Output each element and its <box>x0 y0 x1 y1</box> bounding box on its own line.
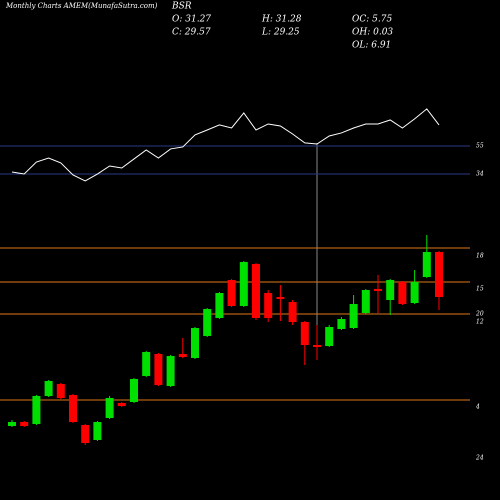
candle-body <box>276 297 285 299</box>
ohlc-text: C: 29.57 <box>172 28 211 38</box>
ohlc-text: OH: 0.03 <box>352 28 393 38</box>
candle-body <box>81 425 90 443</box>
candle-body <box>337 319 346 329</box>
candle-body <box>44 381 53 396</box>
y-tick-label: 18 <box>476 253 484 260</box>
candle-body <box>288 302 297 322</box>
y-tick-label: 4 <box>475 404 480 411</box>
candle-body <box>435 252 443 297</box>
y-tick-label: 15 <box>476 286 484 293</box>
candle-body <box>32 396 41 424</box>
candle-body <box>300 322 309 345</box>
symbol: BSR <box>171 2 192 12</box>
candle-body <box>386 280 395 300</box>
candle-body <box>349 304 358 328</box>
candle-body <box>227 280 236 306</box>
candle-body <box>56 384 65 398</box>
candle-body <box>264 293 273 318</box>
y-tick-label: 24 <box>475 455 484 462</box>
y-tick-label: 55 <box>476 143 484 150</box>
ohlc-text: O: 31.27 <box>172 15 211 25</box>
ohlc-text: OC: 5.75 <box>352 15 392 25</box>
chart-title: Monthly Charts AMEM(MunafaSutra.com) <box>5 2 158 10</box>
candle-body <box>215 293 224 318</box>
candle-body <box>422 252 431 277</box>
candle-body <box>178 354 187 357</box>
candle-body <box>69 395 77 422</box>
candle-body <box>93 422 102 440</box>
candle-body <box>313 345 321 347</box>
candle-body <box>203 309 212 336</box>
candle-body <box>239 262 248 306</box>
candle-body <box>154 354 163 385</box>
y-tick-label: 34 <box>476 171 484 178</box>
y-tick-label: 12 <box>476 319 484 326</box>
rsi-line <box>11 108 440 182</box>
candle-body <box>325 327 334 346</box>
ohlc-text: H: 31.28 <box>261 15 302 25</box>
candle-body <box>117 403 126 406</box>
candle-body <box>252 264 260 318</box>
candle-body <box>166 356 175 386</box>
candle-body <box>105 398 114 418</box>
candle-body <box>410 282 419 303</box>
ohlc-text: OL: 6.91 <box>352 41 391 51</box>
candle-body <box>20 422 29 426</box>
candle-body <box>8 422 16 426</box>
candle-body <box>374 289 382 291</box>
y-tick-label: 20 <box>475 311 484 318</box>
candle-body <box>130 379 138 402</box>
candle-body <box>191 328 199 358</box>
candle-body <box>398 282 407 304</box>
candle-body <box>361 290 370 313</box>
candle-body <box>142 352 151 376</box>
ohlc-text: L: 29.25 <box>261 28 300 38</box>
